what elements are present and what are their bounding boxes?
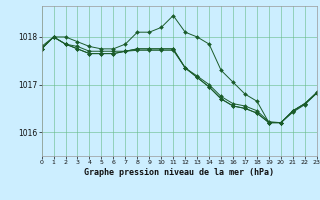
X-axis label: Graphe pression niveau de la mer (hPa): Graphe pression niveau de la mer (hPa) (84, 168, 274, 177)
